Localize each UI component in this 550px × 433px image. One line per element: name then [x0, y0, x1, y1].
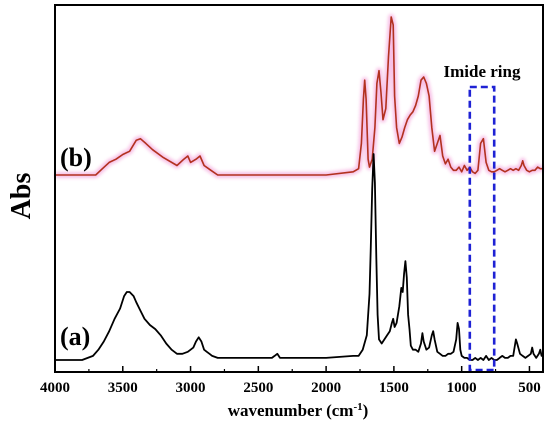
x-tick-label-1000: 1000 [447, 380, 477, 396]
x-axis-label: wavenumber (cm-1) [228, 401, 369, 420]
imide-ring-label: Imide ring [444, 62, 521, 81]
x-axis-label-main: wavenumber (cm [228, 401, 354, 420]
plot-frame [54, 4, 544, 373]
x-tick-label-4000: 4000 [40, 380, 70, 396]
series-line-b [55, 16, 543, 176]
x-tick-label-2500: 2500 [243, 380, 273, 396]
x-axis-label-sup: -1 [353, 401, 362, 413]
series-label-b: (b) [60, 143, 92, 172]
x-tick-label-3000: 3000 [176, 380, 206, 396]
x-ticks: 4000 3500 3000 2500 2000 1500 1000 500 [40, 366, 541, 396]
y-axis-label: Abs [6, 173, 37, 220]
x-tick-label-3500: 3500 [108, 380, 138, 396]
x-tick-label-500: 500 [518, 380, 541, 396]
x-axis-label-end: ) [363, 401, 369, 420]
series-label-a: (a) [60, 322, 90, 351]
x-tick-label-1500: 1500 [379, 380, 409, 396]
imide-ring-box [468, 85, 496, 372]
x-tick-label-2000: 2000 [311, 380, 341, 396]
